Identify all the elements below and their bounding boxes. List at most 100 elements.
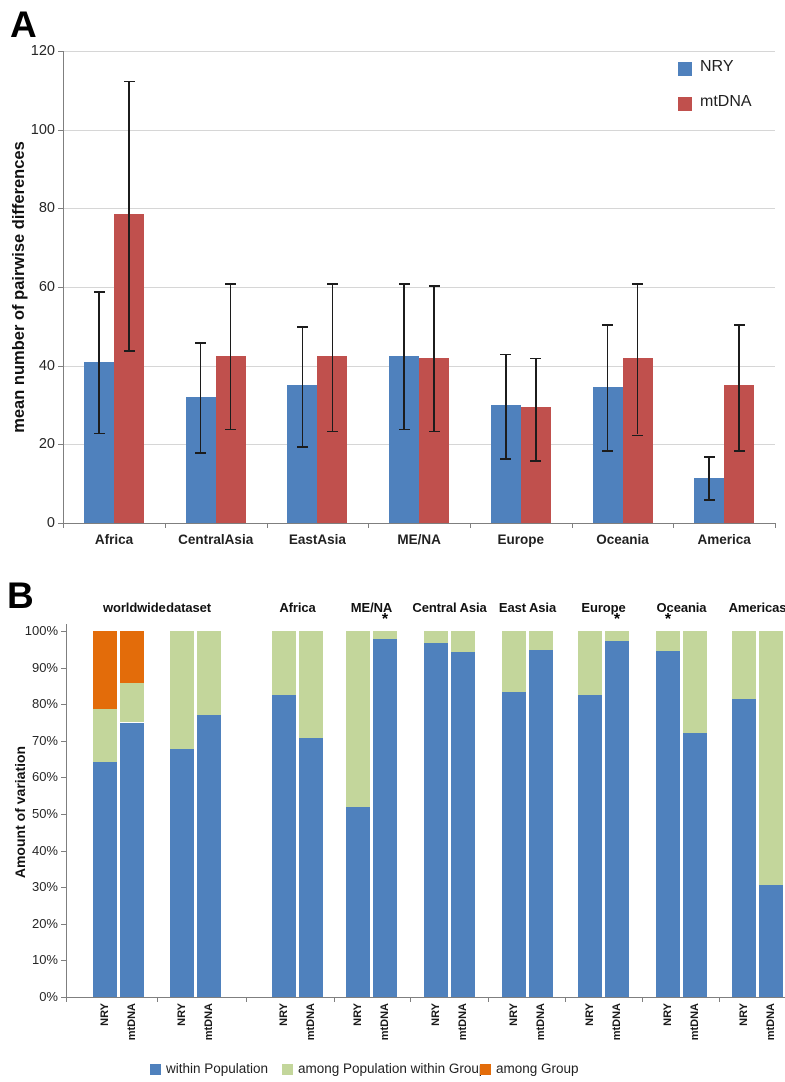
- error-bar-nry-eastasia: [301, 326, 304, 447]
- y-tick-label-b: 60%: [31, 769, 58, 785]
- x-category-label-centralasia: CentralAsia: [178, 532, 254, 547]
- gridline-a-120: [63, 51, 775, 52]
- y-tick-b-0: [61, 997, 66, 998]
- x-bar-label-east-asia-nry-5: NRY: [508, 1003, 520, 1026]
- y-tick-b-40: [61, 850, 66, 852]
- segment-among-population-within-group-europe-mtdna: [605, 631, 629, 641]
- y-tick-label-b: 50%: [31, 806, 58, 821]
- segment-within-population-worldwide-dataset-nry: [93, 761, 117, 997]
- x-bar-label-americas-mtdna-8: mtDNA: [765, 1003, 777, 1041]
- x-bar-label-worldwide-dataset-nry-1: NRY: [176, 1003, 188, 1026]
- x-category-label-me-na: ME/NA: [397, 532, 441, 547]
- segment-among-population-within-group-east-asia-mtdna: [529, 631, 553, 651]
- x-axis-line-b: [66, 997, 785, 999]
- error-bar-mtdna-eastasia: [331, 283, 334, 431]
- segment-among-population-within-group-europe-nry: [578, 631, 602, 696]
- x-bar-label-east-asia-mtdna-5: mtDNA: [535, 1003, 547, 1041]
- error-cap-top-mtdna-eastasia: [326, 283, 338, 285]
- gridline-a-100: [63, 129, 775, 131]
- x-bar-label-worldwide-dataset-mtdna-1: mtDNA: [203, 1003, 215, 1041]
- segment-within-population-worldwide-dataset-mtdna: [197, 715, 221, 997]
- x-axis-line-a: [63, 523, 776, 525]
- segment-within-population-africa-nry: [272, 695, 296, 997]
- x-category-label-eastasia: EastAsia: [288, 532, 346, 547]
- error-cap-bottom-mtdna-europe: [530, 460, 542, 462]
- error-cap-bottom-nry-me-na: [398, 428, 410, 431]
- error-cap-top-nry-america: [703, 456, 715, 458]
- y-tick-b-50: [61, 814, 66, 815]
- x-tick-b-3: [334, 997, 335, 1002]
- group-label-africa: Africa: [279, 600, 316, 615]
- y-tick-b-90: [61, 667, 66, 669]
- y-tick-a-120: [58, 51, 63, 52]
- y-tick-b-80: [61, 704, 66, 706]
- significance-asterisk-europe-mtdna: *: [613, 611, 621, 628]
- error-cap-bottom-nry-oceania: [602, 450, 613, 452]
- y-tick-b-10: [61, 960, 66, 962]
- error-cap-bottom-nry-europe: [500, 458, 512, 460]
- error-cap-top-nry-africa: [93, 290, 105, 293]
- legend-swatch-mtdna: [678, 97, 692, 111]
- x-tick-a-2: [266, 523, 268, 528]
- segment-within-population-europe-nry: [578, 695, 602, 997]
- y-tick-label-a: 60: [38, 279, 55, 295]
- x-category-label-oceania: Oceania: [596, 532, 649, 547]
- y-tick-label-b: 80%: [31, 696, 58, 712]
- y-tick-b-60: [61, 777, 66, 779]
- segment-among-population-within-group-americas-nry: [732, 631, 756, 699]
- x-tick-b-2: [246, 997, 247, 1002]
- error-cap-top-nry-eastasia: [296, 326, 308, 328]
- y-tick-b-100: [61, 631, 66, 632]
- x-bar-label-worldwide-dataset-mtdna-0: mtDNA: [126, 1003, 138, 1041]
- segment-among-population-within-group-me-na-mtdna: [373, 631, 397, 640]
- panel-a-label: A: [10, 4, 37, 45]
- error-bar-nry-me-na: [403, 283, 405, 429]
- segment-within-population-me-na-mtdna: [373, 639, 397, 997]
- legend-label-among-group: among Group: [496, 1061, 579, 1076]
- error-cap-bottom-mtdna-africa: [123, 349, 135, 352]
- y-tick-a-40: [58, 365, 63, 367]
- error-cap-top-mtdna-me-na: [428, 285, 440, 287]
- x-bar-label-me-na-mtdna-3: mtDNA: [379, 1003, 391, 1041]
- x-bar-label-me-na-nry-3: NRY: [352, 1003, 364, 1026]
- error-cap-top-nry-oceania: [602, 324, 613, 326]
- error-bar-mtdna-centralasia: [229, 283, 232, 429]
- error-bar-nry-centralasia: [199, 342, 202, 453]
- segment-within-population-east-asia-mtdna: [529, 650, 553, 997]
- significance-asterisk-oceania-nry: *: [664, 611, 672, 628]
- error-cap-top-mtdna-centralasia: [225, 283, 237, 285]
- segment-among-population-within-group-oceania-nry: [656, 631, 680, 652]
- group-label-oceania: Oceania: [656, 600, 707, 615]
- y-tick-label-a: 0: [46, 515, 55, 531]
- x-bar-label-americas-nry-8: NRY: [738, 1003, 750, 1026]
- error-cap-top-mtdna-europe: [530, 357, 542, 360]
- legend-label-within-population: within Population: [166, 1061, 269, 1076]
- group-label-worldwide-dataset: worldwide dataset: [103, 600, 211, 615]
- y-tick-label-b: 100%: [24, 623, 58, 638]
- error-cap-bottom-mtdna-america: [733, 450, 745, 452]
- x-tick-a-0: [63, 523, 65, 528]
- y-tick-a-20: [58, 444, 63, 446]
- error-cap-bottom-nry-africa: [93, 432, 105, 435]
- y-tick-b-70: [61, 740, 66, 742]
- group-label-me-na: ME/NA: [350, 600, 393, 615]
- segment-among-population-within-group-oceania-mtdna: [683, 631, 707, 733]
- error-bar-mtdna-africa: [128, 80, 130, 350]
- y-tick-label-b: 0%: [39, 989, 58, 1004]
- segment-within-population-me-na-nry: [346, 807, 370, 997]
- segment-within-population-worldwide-dataset-mtdna: [120, 722, 144, 997]
- x-category-label-america: America: [697, 532, 751, 547]
- segment-within-population-oceania-mtdna: [683, 732, 707, 997]
- error-cap-bottom-mtdna-oceania: [632, 434, 643, 437]
- error-cap-bottom-mtdna-me-na: [428, 430, 440, 433]
- segment-among-population-within-group-worldwide-dataset-nry: [93, 708, 117, 762]
- x-tick-b-8: [719, 997, 720, 1002]
- x-bar-label-oceania-nry-7: NRY: [662, 1003, 674, 1026]
- y-axis-line-a: [63, 51, 64, 524]
- x-bar-label-africa-mtdna-2: mtDNA: [305, 1003, 317, 1041]
- legend-label-mtdna: mtDNA: [700, 93, 752, 110]
- y-tick-label-b: 10%: [31, 952, 58, 968]
- y-tick-b-20: [61, 923, 66, 925]
- error-bar-nry-europe: [505, 353, 507, 459]
- segment-among-population-within-group-africa-mtdna: [299, 631, 323, 739]
